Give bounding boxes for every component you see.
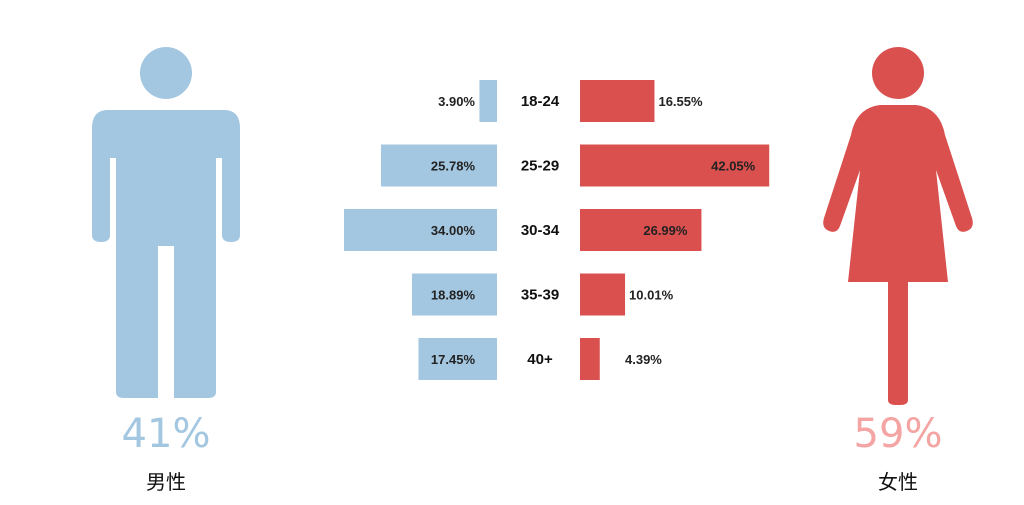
category-label: 40+ [527,351,553,368]
category-label: 30-34 [521,222,560,239]
female-value-label: 16.55% [658,94,703,109]
female-bar-40+ [580,338,600,380]
male-bar-18-24 [479,80,497,122]
female-label: 女性 [878,470,918,494]
male-label: 男性 [146,470,186,494]
female-bar-35-39 [580,273,626,316]
category-label: 25-29 [521,158,559,175]
male-bar-35-39 [411,273,497,316]
female-bar-25-29 [580,144,770,187]
female-value-label: 42.05% [711,159,756,174]
female-bar-18-24 [580,80,655,122]
female-total-percent: 59% [854,411,943,457]
category-label: 35-39 [521,287,559,304]
female-bar-30-34 [580,209,702,251]
female-value-label: 10.01% [629,288,674,303]
male-bar-30-34 [344,209,497,251]
female-value-label: 26.99% [643,223,688,238]
male-bar-40+ [418,338,497,380]
bars-group: 3.90% 18-24 16.55% 25.78% 25-29 42.05% 34.00% 3… [344,80,770,380]
female-value-label: 4.39% [625,352,662,367]
category-label: 18-24 [521,93,560,110]
female-figure-icon [823,47,973,405]
male-total-percent: 41% [122,411,211,457]
male-value-label: 18.89% [431,288,476,303]
male-bar-25-29 [380,144,497,187]
male-value-label: 34.00% [431,223,476,238]
male-value-label: 25.78% [431,159,476,174]
male-value-label: 3.90% [438,94,475,109]
male-figure-icon [92,47,240,398]
male-value-label: 17.45% [431,352,476,367]
